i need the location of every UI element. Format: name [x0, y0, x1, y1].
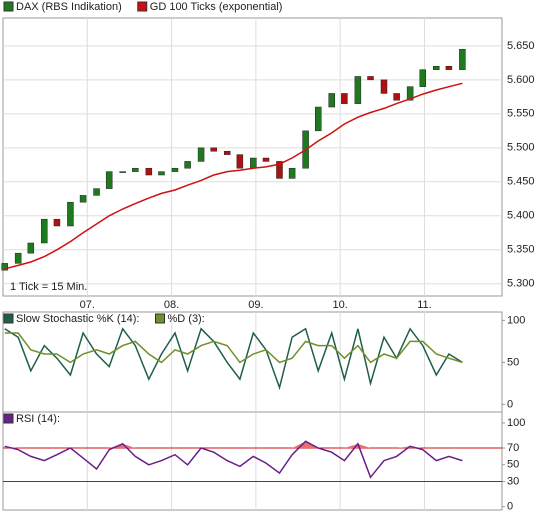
candle — [236, 154, 244, 169]
y-tick-label: 5.350 — [507, 244, 535, 256]
series-line — [4, 82, 463, 270]
candle — [53, 218, 61, 227]
candle — [14, 252, 22, 264]
y-tick-label: 5.550 — [507, 108, 535, 120]
y-tick-label: 50 — [507, 356, 519, 368]
legend-swatch — [3, 413, 14, 424]
candle — [79, 195, 87, 203]
candle — [93, 188, 100, 196]
candle — [250, 157, 257, 169]
series-line — [4, 440, 463, 479]
y-tick-label: 5.300 — [507, 278, 535, 290]
legend-swatch — [155, 313, 165, 324]
y-tick-label: 5.400 — [507, 210, 535, 222]
candle — [393, 93, 400, 101]
y-tick-label: 100 — [507, 417, 525, 429]
candle — [380, 79, 388, 94]
legend-swatch — [3, 1, 14, 12]
y-tick-label: 70 — [507, 442, 519, 454]
candle — [197, 147, 205, 162]
candle — [67, 201, 74, 227]
legend-swatch — [3, 313, 14, 324]
candle — [1, 263, 8, 271]
candle — [367, 76, 374, 81]
y-tick-label: 5.600 — [507, 74, 535, 86]
candle — [419, 69, 427, 87]
candle — [354, 76, 362, 104]
candle — [105, 171, 113, 189]
candle — [145, 167, 153, 176]
annotation: 1 Tick = 15 Min. — [10, 281, 87, 293]
candle — [288, 167, 296, 179]
legend-label: %D (3): — [168, 313, 205, 325]
candle — [445, 66, 453, 70]
candle — [262, 157, 270, 162]
candle — [406, 86, 414, 101]
candle — [119, 171, 126, 173]
y-tick-label: 100 — [507, 314, 525, 326]
series-line — [4, 327, 463, 391]
candle — [158, 171, 165, 176]
candle — [341, 93, 348, 104]
candle — [27, 242, 35, 254]
x-tick-label: 09. — [248, 299, 263, 311]
legend-label: RSI (14): — [16, 413, 60, 425]
candle — [223, 150, 231, 155]
candle — [41, 218, 48, 244]
legend-label: DAX (RBS Indikation) — [16, 1, 122, 13]
x-tick-label: 11. — [417, 299, 431, 311]
series-line — [4, 332, 463, 364]
y-tick-label: 5.650 — [507, 40, 535, 52]
candle — [276, 161, 283, 179]
legend-swatch — [137, 1, 148, 12]
legend-label: Slow Stochastic %K (14): — [16, 313, 140, 325]
y-tick-label: 0 — [507, 398, 513, 410]
candle — [184, 161, 191, 169]
x-tick-label: 07. — [80, 299, 95, 311]
candle — [459, 49, 466, 70]
overbought-area — [4, 441, 463, 449]
candle — [171, 167, 179, 172]
legend-label: GD 100 Ticks (exponential) — [150, 1, 283, 13]
y-tick-label: 30 — [507, 475, 519, 487]
y-tick-label: 5.450 — [507, 176, 535, 188]
candle — [314, 106, 322, 132]
panel-frame — [2, 17, 503, 297]
x-tick-label: 08. — [164, 299, 179, 311]
panel-frame — [2, 411, 503, 511]
y-tick-label: 5.500 — [507, 142, 535, 154]
y-tick-label: 0 — [507, 501, 513, 513]
x-tick-label: 10. — [333, 299, 348, 311]
candle — [433, 66, 440, 70]
candle — [132, 167, 139, 172]
y-tick-label: 50 — [507, 459, 519, 471]
candle — [328, 93, 335, 108]
candle — [210, 147, 217, 152]
